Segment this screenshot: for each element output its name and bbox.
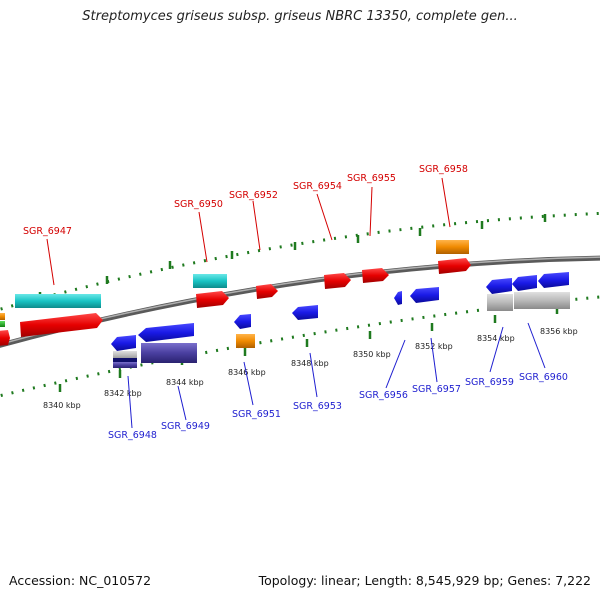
scale-label: 8350 kbp: [353, 350, 391, 359]
gene-label[interactable]: SGR_6958: [419, 164, 468, 175]
accession-text: Accession: NC_010572: [9, 573, 152, 588]
gene-blue-arrow[interactable]: [512, 275, 537, 291]
gene-label[interactable]: SGR_6951: [232, 409, 281, 420]
scale-label: 8342 kbp: [104, 389, 142, 398]
gene-red-arrow[interactable]: [196, 291, 229, 308]
gene-blue-arrow[interactable]: [538, 272, 569, 288]
gene-orange[interactable]: [436, 240, 469, 254]
gene-label[interactable]: SGR_6949: [161, 421, 210, 432]
gene-label[interactable]: SGR_6956: [359, 390, 408, 401]
gene-label[interactable]: SGR_6948: [108, 430, 157, 441]
gene-cyan[interactable]: [193, 274, 227, 288]
scale-label: 8356 kbp: [540, 327, 578, 336]
scale-label: 8344 kbp: [166, 378, 204, 387]
gene-grey[interactable]: [514, 292, 570, 309]
gene-label[interactable]: SGR_6959: [465, 377, 514, 388]
gene-red-arrow-left[interactable]: [0, 330, 10, 346]
bottom-label-leaders: [127, 322, 546, 429]
gene-label[interactable]: SGR_6954: [293, 181, 342, 192]
gene-red-arrow[interactable]: [256, 284, 278, 299]
gene-blue-arrow[interactable]: [394, 291, 402, 305]
top-gene-labels: SGR_6947 SGR_6950 SGR_6952 SGR_6954 SGR_…: [23, 164, 468, 237]
gene-grey[interactable]: [487, 294, 513, 311]
gene-red-arrow[interactable]: [20, 313, 103, 337]
gene-green[interactable]: [0, 321, 5, 327]
gene-purple[interactable]: [113, 362, 137, 368]
forward-genes[interactable]: [0, 240, 471, 346]
gene-label[interactable]: SGR_6955: [347, 173, 396, 184]
top-label-leaders: [46, 177, 451, 286]
upper-major-ticks: [38, 214, 547, 300]
gene-label[interactable]: SGR_6957: [412, 384, 461, 395]
reverse-genes[interactable]: [111, 272, 570, 368]
gene-label[interactable]: SGR_6947: [23, 226, 72, 237]
scale-label: 8346 kbp: [228, 368, 266, 377]
gene-red-arrow[interactable]: [438, 258, 471, 274]
gene-grey[interactable]: [113, 351, 137, 360]
gene-blue-arrow[interactable]: [138, 323, 194, 342]
gene-navy[interactable]: [113, 358, 137, 364]
scale-label: 8340 kbp: [43, 401, 81, 410]
gene-label[interactable]: SGR_6952: [229, 190, 278, 201]
gene-blue-arrow[interactable]: [410, 287, 439, 303]
gene-label[interactable]: SGR_6950: [174, 199, 223, 210]
gene-label[interactable]: SGR_6953: [293, 401, 342, 412]
genome-summary-text: Topology: linear; Length: 8,545,929 bp; …: [258, 573, 591, 588]
bottom-gene-labels: SGR_6948 SGR_6949 SGR_6951 SGR_6953 SGR_…: [108, 372, 568, 441]
scale-label: 8352 kbp: [415, 342, 453, 351]
scale-label: 8354 kbp: [477, 334, 515, 343]
gene-blue-arrow[interactable]: [111, 335, 136, 351]
gene-purple[interactable]: [141, 343, 197, 363]
gene-label[interactable]: SGR_6960: [519, 372, 568, 383]
gene-blue-arrow[interactable]: [292, 305, 318, 320]
gene-red-arrow[interactable]: [362, 268, 389, 283]
gene-orange[interactable]: [0, 313, 5, 320]
gene-blue-arrow[interactable]: [234, 314, 251, 329]
genome-title: Streptomyces griseus subsp. griseus NBRC…: [82, 9, 518, 24]
gene-red-arrow[interactable]: [324, 273, 351, 289]
gene-cyan[interactable]: [15, 294, 101, 308]
scale-label: 8348 kbp: [291, 359, 329, 368]
lower-major-ticks: [58, 306, 559, 392]
gene-orange[interactable]: [236, 334, 255, 348]
gene-blue-arrow[interactable]: [486, 278, 512, 294]
